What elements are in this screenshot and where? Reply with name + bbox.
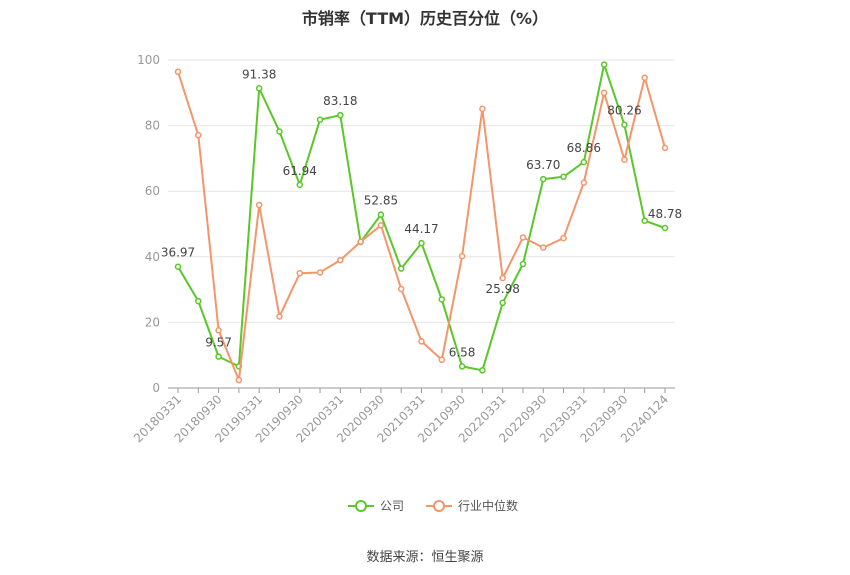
data-point-industry-median: [499, 274, 506, 282]
data-point-company: [337, 111, 344, 119]
data-label: 91.38: [242, 67, 276, 81]
y-tick-label: 40: [145, 250, 160, 264]
legend-item-company[interactable]: 公司: [348, 497, 404, 514]
data-point-industry-median: [357, 238, 364, 245]
data-point-company: [519, 260, 527, 268]
legend-industry-marker-icon: [426, 499, 453, 512]
legend-item-industry-median[interactable]: 行业中位数: [426, 497, 518, 514]
data-point-company: [479, 367, 486, 374]
data-label: 25.98: [485, 282, 519, 296]
data-point-industry-median: [418, 338, 425, 345]
data-point-industry-median: [215, 327, 222, 334]
data-point-company: [397, 265, 405, 272]
data-label: 44.17: [404, 222, 438, 236]
data-point-company: [255, 85, 263, 92]
y-tick-label: 20: [145, 315, 160, 329]
data-point-industry-median: [641, 74, 648, 81]
data-point-industry-median: [621, 156, 628, 163]
y-tick-label: 0: [152, 381, 160, 395]
data-point-company: [540, 175, 547, 183]
legend: 公司 行业中位数: [348, 497, 518, 514]
data-label: 52.85: [364, 194, 398, 208]
data-label: 36.97: [161, 246, 195, 260]
chart-title: 市销率（TTM）历史百分位（%）: [301, 9, 549, 28]
data-point-company: [276, 128, 283, 135]
data-point-company: [215, 353, 222, 360]
data-point-company: [174, 263, 182, 270]
data-label: 80.26: [607, 104, 641, 118]
data-point-industry-median: [600, 89, 608, 97]
data-point-company: [458, 363, 466, 370]
data-label: 6.58: [449, 345, 476, 359]
series-line-company: [177, 63, 666, 372]
data-point-industry-median: [560, 234, 567, 242]
data-point-company: [621, 121, 628, 128]
data-point-company: [580, 158, 588, 166]
data-point-company: [661, 224, 669, 232]
data-labels: 36.97 9.57 91.38 61.94 83.18 52.85 44.17 6.58 25…: [161, 67, 682, 359]
data-point-industry-median: [519, 234, 527, 241]
data-label: 48.78: [648, 207, 682, 221]
data-point-industry-median: [661, 144, 669, 152]
data-point-company: [418, 239, 425, 247]
data-point-company: [499, 299, 506, 307]
data-point-industry-median: [458, 252, 466, 260]
y-tick-label: 60: [145, 184, 160, 198]
legend-label-industry-median: 行业中位数: [458, 499, 519, 513]
data-label: 61.94: [283, 164, 317, 178]
data-point-industry-median: [296, 269, 303, 277]
data-point-industry-median: [174, 68, 182, 76]
data-point-industry-median: [235, 376, 243, 384]
data-point-company: [296, 181, 303, 189]
data-point-company: [641, 217, 648, 224]
data-point-industry-median: [316, 269, 324, 276]
data-label: 9.57: [205, 336, 232, 350]
data-point-company: [560, 173, 567, 181]
y-tick-label: 100: [137, 53, 160, 67]
legend-label-company: 公司: [380, 499, 405, 513]
data-label: 63.70: [526, 158, 560, 172]
data-point-industry-median: [580, 179, 588, 186]
data-point-company: [438, 296, 446, 303]
data-point-company: [195, 297, 202, 305]
data-point-industry-median: [438, 356, 446, 364]
y-tick-label: 80: [145, 119, 160, 133]
data-point-industry-median: [255, 201, 263, 209]
data-point-industry-median: [377, 222, 385, 229]
data-label: 83.18: [323, 94, 357, 108]
data-point-company: [600, 61, 608, 68]
legend-company-marker-icon: [348, 499, 374, 512]
source-note: 数据来源：恒生聚源: [366, 550, 484, 565]
data-point-industry-median: [195, 131, 202, 139]
data-point-industry-median: [276, 313, 283, 320]
data-label: 68.86: [567, 141, 601, 155]
data-point-industry-median: [337, 256, 344, 264]
series-lines: [174, 61, 669, 384]
data-point-industry-median: [540, 244, 547, 251]
data-point-industry-median: [397, 285, 405, 293]
data-point-company: [316, 116, 324, 123]
data-point-company: [377, 211, 385, 218]
data-point-industry-median: [479, 105, 486, 113]
